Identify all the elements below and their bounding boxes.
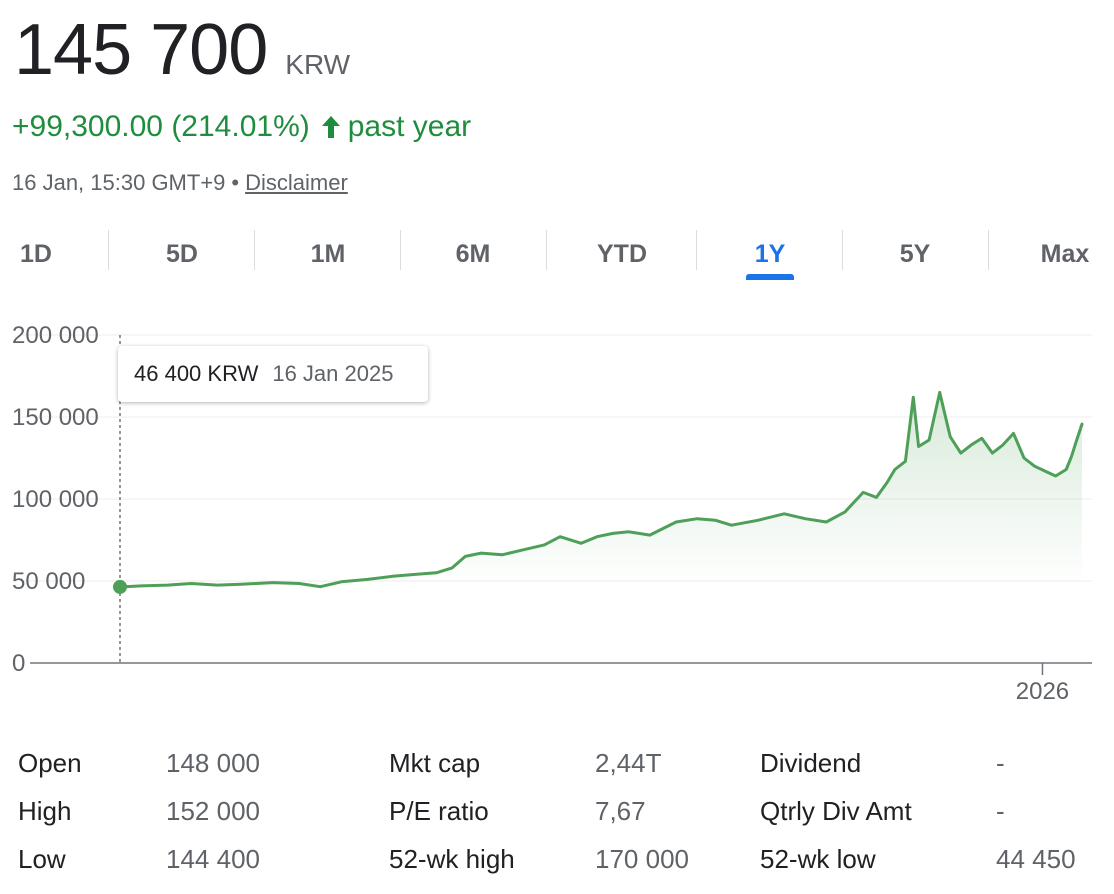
stat-value-open: 148 000 xyxy=(166,748,260,778)
tab-1m[interactable]: 1M xyxy=(298,228,358,280)
currency-code: KRW xyxy=(285,49,351,80)
tab-divider xyxy=(842,230,843,270)
tab-divider xyxy=(400,230,401,270)
tab-divider xyxy=(696,230,697,270)
stats-row-3: Low 144 400 52-wk high 170 000 52-wk low… xyxy=(18,844,1098,892)
tab-max[interactable]: Max xyxy=(1034,228,1096,280)
change-period: past year xyxy=(347,110,472,143)
active-tab-indicator xyxy=(746,274,794,280)
tab-divider xyxy=(108,230,109,270)
stat-label-pe-ratio: P/E ratio xyxy=(389,796,489,826)
y-tick-label: 150 000 xyxy=(12,404,99,431)
tab-label: Max xyxy=(1040,239,1090,268)
tab-divider xyxy=(254,230,255,270)
x-axis-ticks: 2026 xyxy=(1016,663,1069,705)
range-tabs: 1D 5D 1M 6M YTD 1Y 5Y Max xyxy=(0,228,1114,284)
tab-6m[interactable]: 6M xyxy=(444,228,502,280)
y-tick-label: 200 000 xyxy=(12,322,99,349)
chart-tooltip: 46 400 KRW 16 Jan 2025 xyxy=(118,346,428,402)
price-line[interactable] xyxy=(118,390,1084,589)
stat-value-mkt-cap: 2,44T xyxy=(595,748,662,778)
meta-separator: • xyxy=(231,170,240,195)
tab-1y[interactable]: 1Y xyxy=(740,228,800,280)
tooltip-date: 16 Jan 2025 xyxy=(272,361,394,386)
stat-value-52wk-low: 44 450 xyxy=(996,844,1076,874)
tab-label: YTD xyxy=(597,239,647,268)
key-stats: Open 148 000 Mkt cap 2,44T Dividend - Hi… xyxy=(18,748,1098,892)
y-tick-label: 0 xyxy=(12,650,25,677)
tab-label: 5D xyxy=(166,239,198,268)
quote-meta: 16 Jan, 15:30 GMT+9 • Disclaimer xyxy=(12,170,348,196)
stat-value-52wk-high: 170 000 xyxy=(595,844,689,874)
quote-timestamp: 16 Jan, 15:30 GMT+9 xyxy=(12,170,226,195)
tab-label: 1D xyxy=(20,239,52,268)
price-chart[interactable]: 0 50 000 100 000 150 000 200 000 2026 xyxy=(0,315,1114,715)
tab-ytd[interactable]: YTD xyxy=(588,228,656,280)
stat-label-52wk-high: 52-wk high xyxy=(389,844,515,874)
y-tick-label: 50 000 xyxy=(12,568,85,595)
price-area-fill xyxy=(120,392,1082,587)
stat-label-mkt-cap: Mkt cap xyxy=(389,748,481,778)
disclaimer-link[interactable]: Disclaimer xyxy=(245,170,348,195)
stat-label-52wk-low: 52-wk low xyxy=(760,844,876,874)
stat-value-high: 152 000 xyxy=(166,796,260,826)
tab-divider xyxy=(546,230,547,270)
stat-value-qtrly-div: - xyxy=(996,796,1005,826)
tab-1d[interactable]: 1D xyxy=(10,228,62,280)
tab-divider xyxy=(988,230,989,270)
stat-label-open: Open xyxy=(18,748,82,778)
tab-5d[interactable]: 5D xyxy=(154,228,210,280)
stat-value-dividend: - xyxy=(996,748,1005,778)
stat-label-low: Low xyxy=(18,844,66,874)
price-header: 145 700 KRW xyxy=(14,14,350,86)
tooltip-value: 46 400 KRW xyxy=(134,361,259,386)
x-tick-label: 2026 xyxy=(1016,678,1069,705)
stat-value-low: 144 400 xyxy=(166,844,260,874)
y-tick-label: 100 000 xyxy=(12,486,99,513)
hover-point xyxy=(113,579,127,594)
tab-label: 5Y xyxy=(899,239,931,268)
stats-row-2: High 152 000 P/E ratio 7,67 Qtrly Div Am… xyxy=(18,796,1098,844)
current-price: 145 700 xyxy=(14,10,268,90)
y-axis-labels: 0 50 000 100 000 150 000 200 000 xyxy=(12,322,99,677)
stats-row-1: Open 148 000 Mkt cap 2,44T Dividend - xyxy=(18,748,1098,796)
tab-5y[interactable]: 5Y xyxy=(888,228,942,280)
tab-label: 6M xyxy=(455,239,491,268)
stat-value-pe-ratio: 7,67 xyxy=(595,796,646,826)
tab-label: 1Y xyxy=(754,239,786,268)
stat-label-high: High xyxy=(18,796,72,826)
arrow-up-icon xyxy=(321,116,340,138)
stat-label-dividend: Dividend xyxy=(760,748,862,778)
stat-label-qtrly-div: Qtrly Div Amt xyxy=(760,796,912,826)
price-change: +99,300.00 (214.01%) past year xyxy=(12,110,471,144)
tab-label: 1M xyxy=(310,239,346,268)
change-value: +99,300.00 (214.01%) xyxy=(12,110,310,143)
